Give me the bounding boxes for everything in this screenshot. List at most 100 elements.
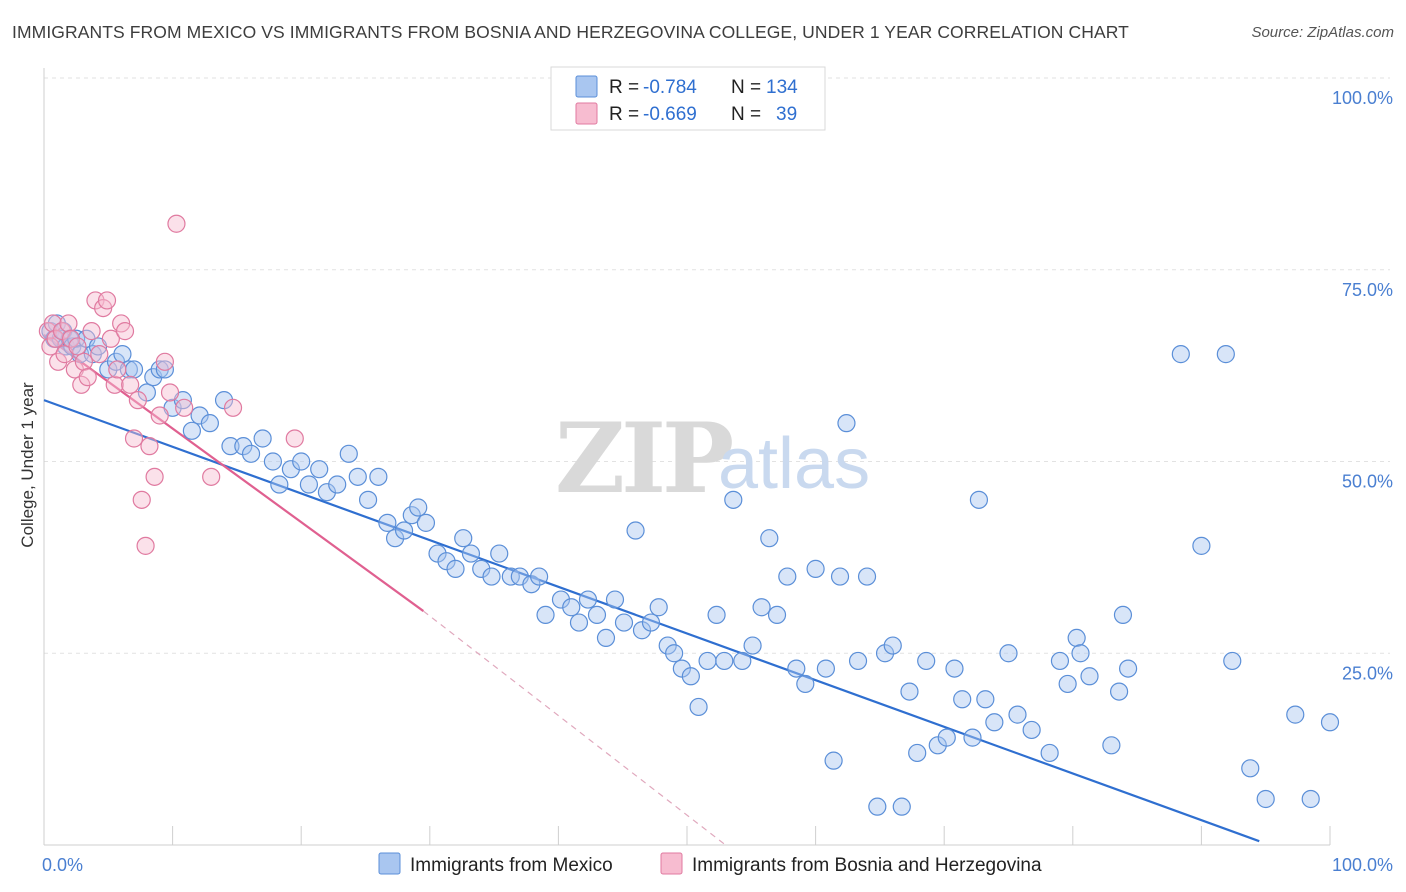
point-series0-68	[596, 628, 616, 648]
point-series1-19	[101, 329, 120, 348]
y-tick-label-25: 25.0%	[1342, 663, 1393, 683]
point-series1-12	[74, 352, 93, 371]
point-series1-25	[124, 429, 144, 448]
bottom-legend: Immigrants from Mexico Immigrants from B…	[378, 852, 1042, 876]
point-series0-96	[837, 414, 856, 433]
point-series0-46	[394, 521, 414, 540]
point-series0-119	[1058, 674, 1077, 694]
point-series1-7	[59, 314, 78, 333]
point-series0-36	[299, 475, 319, 494]
point-series0-123	[1102, 736, 1121, 755]
legend-n-label-bosnia: N =	[731, 104, 761, 125]
point-series0-94	[824, 751, 843, 770]
bottom-legend-label-mexico: Immigrants from Mexico	[410, 855, 613, 876]
point-series1-32	[155, 352, 174, 371]
point-series0-61	[530, 567, 549, 586]
point-series0-102	[892, 797, 911, 816]
point-series0-124	[1109, 682, 1129, 701]
point-series0-37	[310, 460, 329, 479]
point-series0-115	[1008, 705, 1027, 724]
watermark-atlas: atlas	[718, 424, 870, 504]
trend-line-series0	[43, 399, 1260, 843]
bottom-legend-swatch-mexico	[378, 852, 401, 875]
point-series0-130	[1223, 651, 1242, 671]
x-tick-label-100: 100.0%	[1332, 855, 1393, 875]
point-series0-63	[551, 590, 571, 609]
point-series0-55	[472, 559, 491, 578]
point-series0-54	[461, 544, 481, 563]
legend-r-value-mexico: -0.784	[643, 77, 697, 98]
point-series1-26	[128, 391, 147, 410]
point-series0-108	[945, 659, 964, 678]
point-series0-64	[562, 598, 581, 617]
point-series0-135	[1301, 789, 1320, 809]
point-series0-91	[796, 674, 815, 694]
point-series0-132	[1286, 705, 1305, 724]
bottom-legend-swatch-bosnia	[660, 852, 683, 875]
point-series0-40	[339, 444, 358, 463]
y-tick-label-75: 75.0%	[1342, 280, 1393, 300]
bottom-legend-label-bosnia: Immigrants from Bosnia and Herzegovina	[692, 855, 1042, 876]
y-axis-label: College, Under 1 year	[18, 382, 37, 548]
point-series0-15	[113, 345, 132, 364]
trend-line-series1	[43, 334, 425, 612]
point-series0-32	[263, 452, 283, 471]
point-series0-116	[1022, 720, 1041, 740]
point-series0-78	[681, 667, 700, 686]
data-points	[38, 214, 1340, 816]
point-series0-129	[1216, 345, 1235, 364]
point-series0-31	[253, 429, 272, 448]
point-series0-74	[649, 598, 668, 617]
trend-extension-series1	[423, 610, 726, 846]
point-series0-34	[281, 460, 301, 479]
tick-labels: 25.0% 50.0% 75.0% 100.0% 0.0% 100.0%	[42, 88, 1393, 875]
point-series0-107	[937, 728, 956, 747]
point-series0-121	[1071, 644, 1090, 663]
point-series0-56	[482, 567, 501, 586]
point-series0-104	[908, 743, 927, 763]
legend-n-value-mexico: 134	[766, 77, 798, 98]
point-series0-33	[270, 475, 289, 494]
point-series0-105	[917, 651, 936, 671]
point-series0-24	[182, 421, 201, 440]
point-series0-49	[416, 513, 436, 532]
point-series0-82	[715, 651, 734, 671]
point-series0-125	[1113, 605, 1133, 625]
axes	[43, 68, 1331, 846]
point-series0-57	[490, 544, 509, 563]
point-series0-42	[358, 490, 378, 509]
point-series0-88	[767, 605, 787, 625]
point-series0-39	[328, 475, 347, 494]
point-series0-120	[1067, 628, 1086, 648]
point-series0-43	[369, 467, 388, 486]
point-series0-17	[124, 360, 144, 379]
point-series0-103	[900, 682, 919, 701]
point-series0-101	[883, 636, 902, 655]
point-series0-83	[724, 490, 743, 509]
point-series0-92	[806, 559, 825, 578]
point-series1-20	[105, 375, 124, 394]
point-series0-80	[698, 651, 717, 671]
legend-n-value-bosnia: 39	[776, 104, 797, 125]
point-series1-24	[121, 375, 140, 394]
point-series1-10	[68, 337, 87, 356]
point-series1-30	[145, 467, 164, 486]
point-series0-122	[1080, 667, 1099, 686]
point-series0-95	[830, 567, 850, 586]
point-series1-35	[175, 398, 194, 417]
y-tick-label-100: 100.0%	[1332, 88, 1393, 108]
point-series0-113	[985, 713, 1004, 732]
grid-lines	[44, 77, 1390, 654]
point-series1-27	[132, 490, 151, 509]
legend-r-label-mexico: R =	[609, 77, 639, 98]
point-series0-48	[409, 498, 428, 517]
point-series0-117	[1040, 743, 1059, 763]
point-series1-18	[97, 291, 117, 310]
point-series0-8	[67, 329, 86, 348]
point-series0-79	[689, 697, 708, 717]
point-series0-86	[752, 598, 771, 617]
point-series0-133	[1320, 713, 1340, 732]
point-series0-97	[848, 651, 868, 671]
point-series0-62	[536, 605, 555, 625]
